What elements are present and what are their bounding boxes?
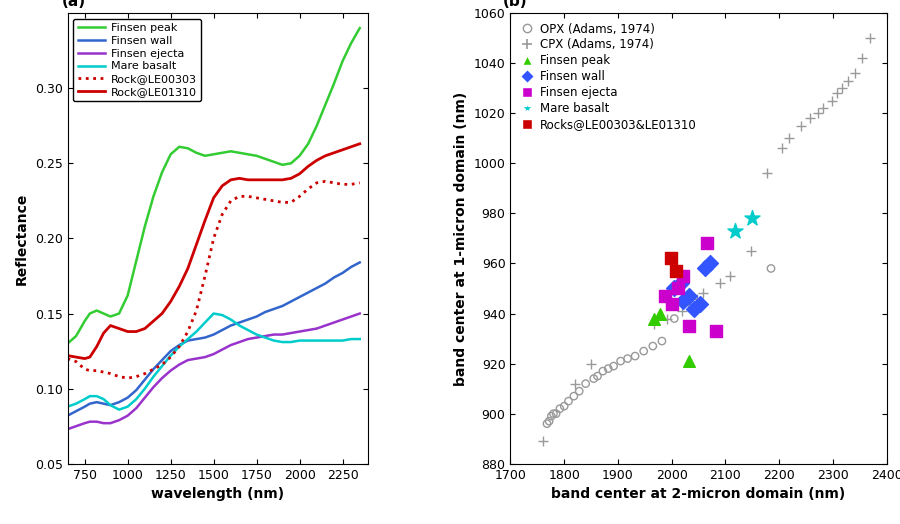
- Point: [536, 437, 550, 445]
- Point: [584, 359, 598, 368]
- Point: [557, 402, 572, 410]
- Point: [835, 84, 850, 92]
- Point: [690, 294, 705, 303]
- Point: [764, 264, 778, 272]
- Point: [628, 352, 643, 361]
- Point: [680, 299, 695, 308]
- Legend: Finsen peak, Finsen wall, Finsen ejecta, Mare basalt, Rock@LE00303, Rock@LE01310: Finsen peak, Finsen wall, Finsen ejecta,…: [73, 19, 202, 102]
- Point: [674, 279, 688, 288]
- Point: [745, 214, 760, 223]
- Legend: OPX (Adams, 1974), CPX (Adams, 1974), Finsen peak, Finsen wall, Finsen ejecta, M: OPX (Adams, 1974), CPX (Adams, 1974), Fi…: [517, 19, 700, 135]
- Point: [553, 405, 567, 413]
- Point: [824, 96, 839, 105]
- Point: [647, 314, 662, 323]
- Point: [793, 122, 807, 130]
- Y-axis label: Reflectance: Reflectance: [15, 192, 29, 285]
- Point: [708, 327, 723, 335]
- Point: [579, 379, 593, 388]
- Point: [549, 409, 563, 418]
- Point: [830, 89, 844, 97]
- Point: [546, 409, 561, 418]
- Point: [667, 314, 681, 323]
- Point: [540, 420, 554, 428]
- Point: [658, 292, 672, 300]
- Point: [863, 34, 878, 42]
- Point: [760, 169, 774, 178]
- Point: [542, 417, 556, 425]
- Point: [652, 309, 667, 318]
- Point: [699, 239, 714, 248]
- Point: [723, 272, 737, 280]
- Point: [562, 397, 576, 406]
- Point: [713, 279, 727, 288]
- Point: [687, 304, 701, 313]
- Point: [544, 412, 559, 420]
- Point: [669, 267, 683, 275]
- Point: [676, 297, 690, 305]
- Point: [636, 347, 651, 355]
- Point: [775, 144, 789, 152]
- Point: [781, 134, 796, 143]
- Point: [590, 372, 605, 380]
- Point: [696, 289, 710, 298]
- Point: [645, 342, 660, 350]
- Point: [703, 259, 717, 268]
- Point: [664, 299, 679, 308]
- Point: [681, 357, 696, 365]
- Point: [698, 264, 712, 272]
- Point: [681, 322, 696, 330]
- Y-axis label: band center at 1-micron domain (nm): band center at 1-micron domain (nm): [454, 91, 468, 386]
- Point: [681, 292, 696, 300]
- Point: [601, 364, 616, 373]
- Point: [667, 285, 681, 293]
- Point: [596, 367, 610, 375]
- Point: [855, 54, 869, 62]
- Point: [675, 307, 689, 315]
- Point: [744, 247, 759, 255]
- Point: [587, 375, 601, 383]
- Point: [803, 114, 817, 123]
- Point: [728, 227, 742, 235]
- Point: [660, 314, 674, 323]
- Point: [567, 392, 581, 400]
- Point: [663, 254, 678, 263]
- Point: [816, 104, 831, 113]
- Point: [811, 109, 825, 117]
- Point: [568, 379, 582, 388]
- Point: [670, 285, 685, 293]
- Point: [572, 387, 587, 395]
- Point: [647, 319, 662, 328]
- Point: [607, 362, 621, 370]
- Point: [620, 354, 634, 363]
- Point: [655, 337, 670, 345]
- Point: [848, 69, 862, 78]
- X-axis label: band center at 2-micron domain (nm): band center at 2-micron domain (nm): [552, 487, 846, 501]
- Point: [676, 272, 690, 280]
- Text: (a): (a): [61, 0, 86, 8]
- X-axis label: wavelength (nm): wavelength (nm): [151, 487, 284, 501]
- Point: [692, 299, 706, 308]
- Point: [614, 357, 628, 365]
- Point: [841, 77, 855, 85]
- Text: (b): (b): [503, 0, 527, 8]
